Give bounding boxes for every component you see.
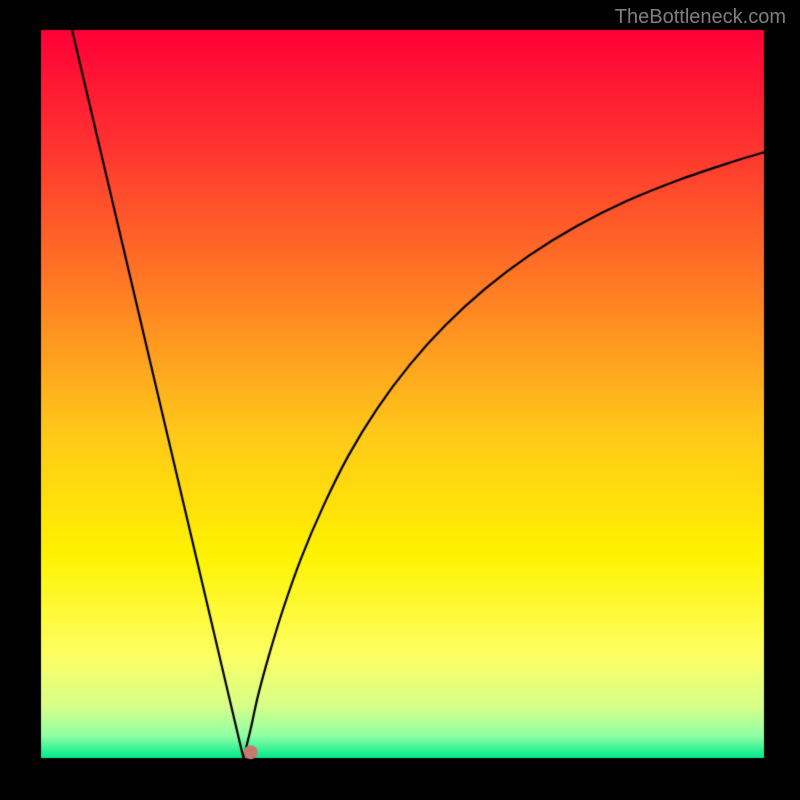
watermark-text: TheBottleneck.com: [615, 6, 786, 29]
chart-stage: TheBottleneck.com: [0, 0, 800, 800]
bottleneck-curve-plot: [0, 0, 800, 800]
